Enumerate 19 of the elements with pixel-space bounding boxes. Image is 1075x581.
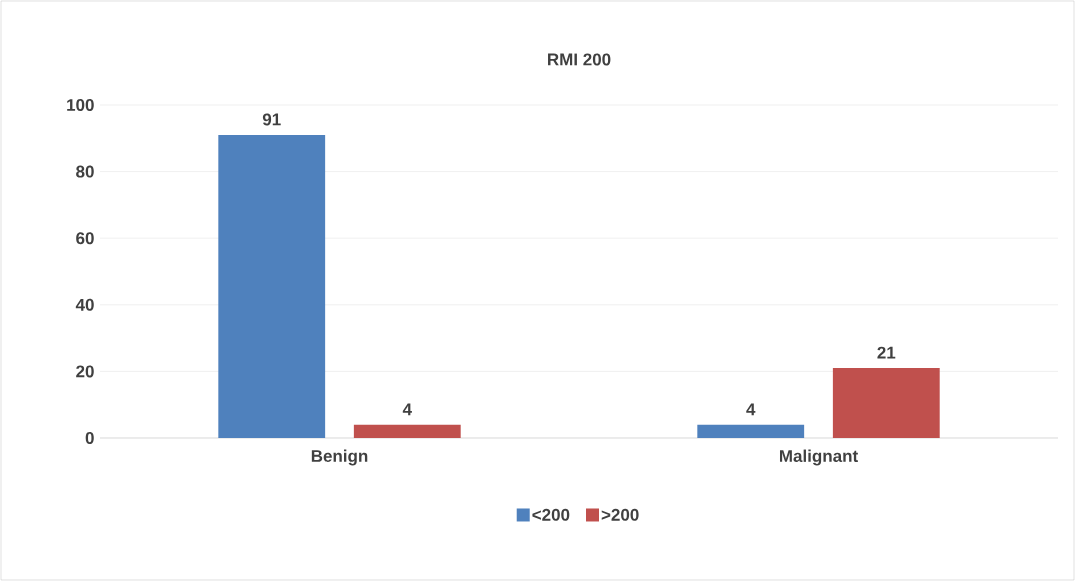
legend-label: <200 — [532, 508, 570, 521]
x-tick-label: Malignant — [779, 449, 858, 466]
x-tick-label: Benign — [311, 449, 368, 466]
y-tick-label: 0 — [85, 431, 94, 445]
bar — [832, 368, 940, 438]
data-label: 4 — [746, 403, 756, 416]
data-label: 91 — [262, 113, 281, 126]
y-tick-label: 40 — [75, 298, 94, 311]
y-tick-label: 80 — [76, 165, 94, 178]
bar — [218, 134, 326, 438]
legend-label: >200 — [601, 508, 639, 521]
data-label: 21 — [877, 346, 896, 359]
chart-title: RMI 200 — [548, 53, 611, 66]
y-tick-label: 100 — [67, 98, 94, 112]
y-tick-label: 20 — [76, 365, 94, 378]
bar — [697, 424, 805, 438]
y-tick-label: 60 — [76, 232, 94, 245]
data-label: 4 — [402, 403, 412, 416]
bar — [353, 424, 461, 438]
